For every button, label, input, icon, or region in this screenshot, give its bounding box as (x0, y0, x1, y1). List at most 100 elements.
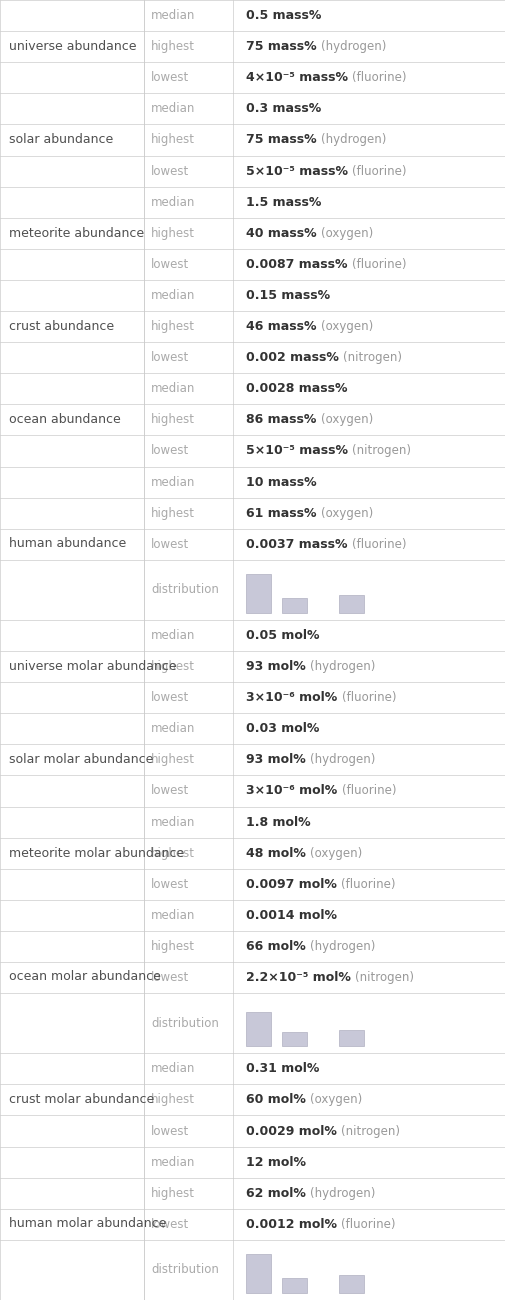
Text: lowest: lowest (151, 971, 189, 984)
Text: 1.8 mol%: 1.8 mol% (246, 815, 311, 828)
Text: 4×10⁻⁵ mass%: 4×10⁻⁵ mass% (246, 72, 348, 84)
Text: 62 mol%: 62 mol% (246, 1187, 306, 1200)
Text: median: median (151, 382, 195, 395)
Text: highest: highest (151, 413, 195, 426)
Bar (339, 595, 363, 612)
Text: 10 mass%: 10 mass% (246, 476, 317, 489)
Text: 0.0097 mol%: 0.0097 mol% (246, 878, 337, 891)
Text: 48 mol%: 48 mol% (246, 846, 306, 859)
Text: solar abundance: solar abundance (9, 134, 113, 147)
Text: (hydrogen): (hydrogen) (320, 40, 386, 53)
Text: distribution: distribution (151, 1264, 219, 1277)
Text: 3×10⁻⁶ mol%: 3×10⁻⁶ mol% (246, 784, 337, 797)
Text: (fluorine): (fluorine) (351, 165, 406, 178)
Text: (nitrogen): (nitrogen) (355, 971, 414, 984)
Text: lowest: lowest (151, 165, 189, 178)
Text: (fluorine): (fluorine) (351, 257, 406, 270)
Text: meteorite molar abundance: meteorite molar abundance (9, 846, 183, 859)
Text: 0.05 mol%: 0.05 mol% (246, 629, 319, 642)
Text: highest: highest (151, 507, 195, 520)
Text: median: median (151, 9, 195, 22)
Text: (oxygen): (oxygen) (310, 846, 362, 859)
Text: 0.15 mass%: 0.15 mass% (246, 289, 330, 302)
Text: highest: highest (151, 320, 195, 333)
Text: lowest: lowest (151, 538, 189, 551)
Text: median: median (151, 476, 195, 489)
Text: lowest: lowest (151, 1124, 189, 1138)
Text: lowest: lowest (151, 878, 189, 891)
Text: median: median (151, 723, 195, 736)
Text: distribution: distribution (151, 1017, 219, 1030)
Text: 86 mass%: 86 mass% (246, 413, 316, 426)
Text: (oxygen): (oxygen) (320, 413, 372, 426)
Text: 0.03 mol%: 0.03 mol% (246, 723, 319, 736)
Text: 60 mol%: 60 mol% (246, 1093, 306, 1106)
Text: median: median (151, 1156, 195, 1169)
Text: 12 mol%: 12 mol% (246, 1156, 306, 1169)
Text: (hydrogen): (hydrogen) (310, 940, 375, 953)
Text: (oxygen): (oxygen) (320, 226, 373, 239)
Bar (246, 573, 271, 612)
Text: 0.5 mass%: 0.5 mass% (246, 9, 321, 22)
Text: highest: highest (151, 660, 195, 673)
Text: median: median (151, 289, 195, 302)
Text: meteorite abundance: meteorite abundance (9, 226, 143, 239)
Text: highest: highest (151, 846, 195, 859)
Text: (fluorine): (fluorine) (351, 72, 406, 84)
Bar (281, 1278, 306, 1292)
Text: universe molar abundance: universe molar abundance (9, 660, 176, 673)
Text: 2.2×10⁻⁵ mol%: 2.2×10⁻⁵ mol% (246, 971, 350, 984)
Bar (281, 598, 306, 612)
Text: 1.5 mass%: 1.5 mass% (246, 196, 321, 209)
Text: highest: highest (151, 226, 195, 239)
Text: 66 mol%: 66 mol% (246, 940, 306, 953)
Text: (nitrogen): (nitrogen) (342, 351, 401, 364)
Text: (fluorine): (fluorine) (341, 1218, 395, 1231)
Text: 0.002 mass%: 0.002 mass% (246, 351, 339, 364)
Text: 75 mass%: 75 mass% (246, 40, 317, 53)
Text: (hydrogen): (hydrogen) (310, 754, 375, 767)
Text: (oxygen): (oxygen) (310, 1093, 362, 1106)
Text: 0.0037 mass%: 0.0037 mass% (246, 538, 347, 551)
Text: 5×10⁻⁵ mass%: 5×10⁻⁵ mass% (246, 165, 348, 178)
Text: median: median (151, 1062, 195, 1075)
Text: 0.0014 mol%: 0.0014 mol% (246, 909, 337, 922)
Text: 0.31 mol%: 0.31 mol% (246, 1062, 319, 1075)
Text: median: median (151, 909, 195, 922)
Text: 5×10⁻⁵ mass%: 5×10⁻⁵ mass% (246, 445, 348, 458)
Text: highest: highest (151, 754, 195, 767)
Text: highest: highest (151, 134, 195, 147)
Text: human molar abundance: human molar abundance (9, 1217, 166, 1230)
Text: 3×10⁻⁶ mol%: 3×10⁻⁶ mol% (246, 692, 337, 705)
Text: ocean molar abundance: ocean molar abundance (9, 970, 160, 983)
Text: universe abundance: universe abundance (9, 40, 136, 53)
Text: (hydrogen): (hydrogen) (310, 660, 375, 673)
Text: 0.0012 mol%: 0.0012 mol% (246, 1218, 337, 1231)
Text: highest: highest (151, 940, 195, 953)
Text: distribution: distribution (151, 584, 219, 597)
Text: median: median (151, 815, 195, 828)
Text: (oxygen): (oxygen) (320, 507, 372, 520)
Text: 61 mass%: 61 mass% (246, 507, 316, 520)
Text: highest: highest (151, 1093, 195, 1106)
Text: 40 mass%: 40 mass% (246, 226, 317, 239)
Text: lowest: lowest (151, 257, 189, 270)
Text: median: median (151, 629, 195, 642)
Text: (fluorine): (fluorine) (341, 692, 395, 705)
Text: lowest: lowest (151, 445, 189, 458)
Bar (246, 1254, 271, 1292)
Text: 0.0028 mass%: 0.0028 mass% (246, 382, 347, 395)
Text: lowest: lowest (151, 351, 189, 364)
Text: highest: highest (151, 40, 195, 53)
Text: (oxygen): (oxygen) (320, 320, 372, 333)
Text: ocean abundance: ocean abundance (9, 413, 120, 426)
Text: 46 mass%: 46 mass% (246, 320, 316, 333)
Text: 0.0087 mass%: 0.0087 mass% (246, 257, 347, 270)
Text: 93 mol%: 93 mol% (246, 660, 306, 673)
Text: lowest: lowest (151, 692, 189, 705)
Text: 0.3 mass%: 0.3 mass% (246, 103, 321, 116)
Text: lowest: lowest (151, 1218, 189, 1231)
Text: (fluorine): (fluorine) (341, 784, 395, 797)
Text: (hydrogen): (hydrogen) (320, 134, 386, 147)
Text: lowest: lowest (151, 72, 189, 84)
